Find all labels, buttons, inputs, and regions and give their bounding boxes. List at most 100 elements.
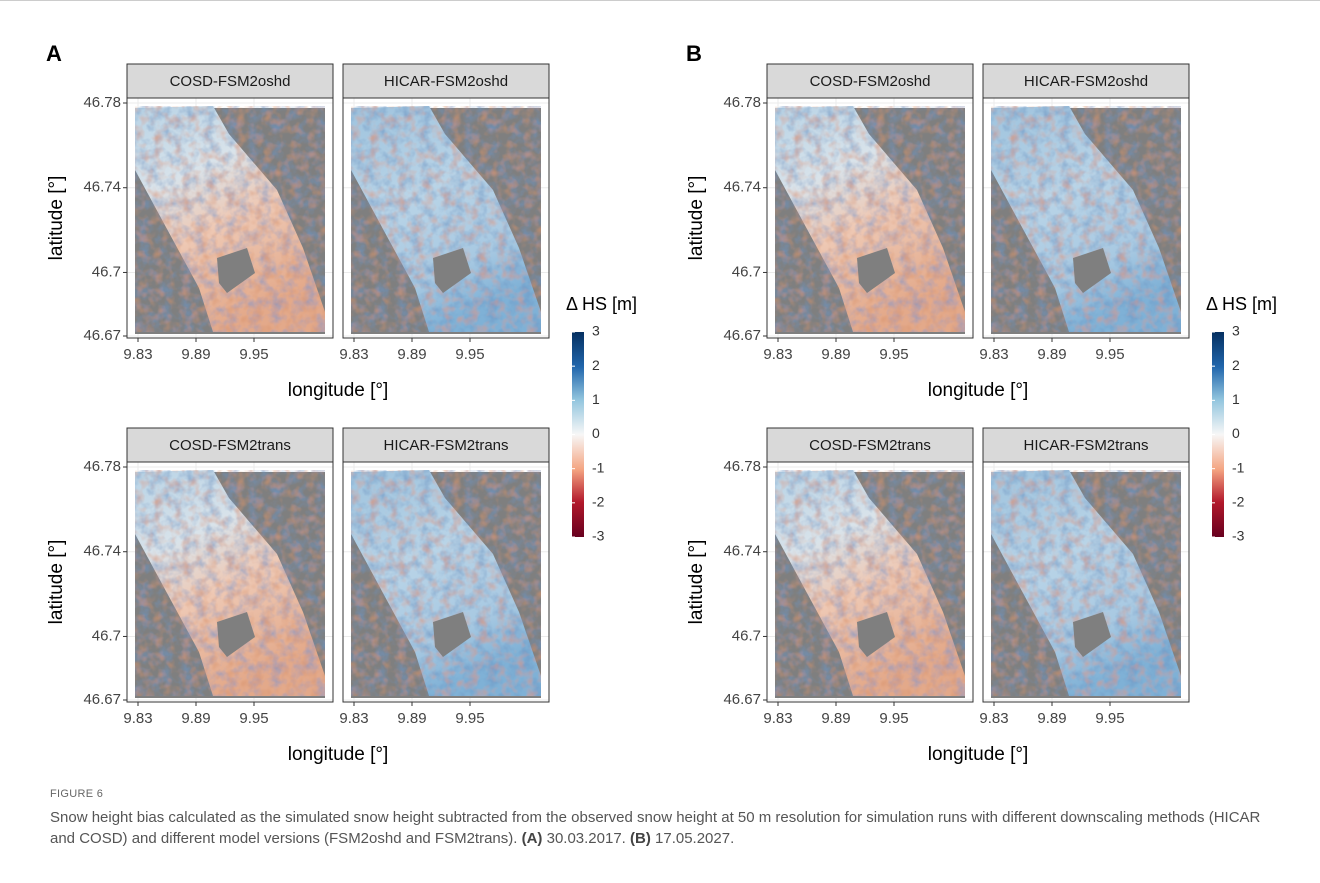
y-axis-title: latitude [°] (686, 176, 707, 261)
x-tick-label: 9.83 (979, 346, 1008, 363)
map-swath (135, 470, 325, 696)
x-tick-label: 9.95 (879, 346, 908, 363)
x-tick-label: 9.89 (821, 710, 850, 727)
facet-title: HICAR-FSM2trans (383, 437, 508, 454)
colorbar (1212, 332, 1224, 537)
gap-area (217, 612, 255, 657)
y-tick-label: 46.78 (83, 458, 121, 475)
snow-bias-raster (135, 106, 325, 332)
facet-title: HICAR-FSM2oshd (384, 73, 508, 90)
legend-tick-label: -1 (1232, 459, 1245, 475)
legend-tick-label: 1 (592, 391, 600, 407)
map-swath (991, 470, 1181, 696)
legend-tick-label: -2 (592, 494, 605, 510)
map-swath (351, 470, 541, 696)
snow-bias-raster (135, 470, 325, 696)
y-tick-label: 46.78 (723, 94, 761, 111)
y-axis-title: latitude [°] (46, 176, 67, 261)
y-tick-label: 46.74 (83, 543, 121, 560)
gap-area (857, 248, 895, 293)
gap-area (217, 248, 255, 293)
panel-border (766, 97, 974, 339)
x-tick-label: 9.83 (763, 346, 792, 363)
legend-tick-label: -1 (592, 459, 605, 475)
gap-area (857, 612, 895, 657)
caption-text: Snow height bias calculated as the simul… (50, 807, 1280, 849)
legend-tick-label: 2 (592, 357, 600, 373)
legend-tick-label: 0 (1232, 425, 1240, 441)
map-swath (775, 470, 965, 696)
gap-area (1073, 248, 1111, 293)
x-tick-label: 9.95 (239, 346, 268, 363)
legend-tick-label: -3 (592, 528, 605, 544)
caption-label: FIGURE 6 (50, 788, 104, 800)
y-tick-label: 46.67 (83, 691, 121, 708)
x-tick-label: 9.89 (1037, 346, 1066, 363)
facet-strip (766, 427, 974, 463)
snow-bias-raster (991, 470, 1181, 696)
map-swath (991, 106, 1181, 332)
facet-strip (342, 427, 550, 463)
legend-tick-label: -3 (1232, 528, 1245, 544)
facet-title: COSD-FSM2oshd (170, 73, 291, 90)
x-tick-label: 9.89 (181, 710, 210, 727)
y-axis-title: latitude [°] (46, 540, 67, 625)
y-tick-label: 46.7 (92, 263, 121, 280)
x-tick-label: 9.83 (339, 346, 368, 363)
x-tick-label: 9.89 (1037, 710, 1066, 727)
panel-label: A (46, 41, 62, 66)
legend-tick-label: 0 (592, 425, 600, 441)
x-tick-label: 9.95 (455, 710, 484, 727)
x-tick-label: 9.89 (397, 346, 426, 363)
y-tick-label: 46.74 (723, 179, 761, 196)
x-tick-label: 9.89 (181, 346, 210, 363)
facet-strip (982, 63, 1190, 99)
x-axis-title: longitude [°] (928, 380, 1029, 401)
y-tick-label: 46.67 (83, 327, 121, 344)
y-tick-label: 46.74 (83, 179, 121, 196)
y-axis-title: latitude [°] (686, 540, 707, 625)
x-axis-title: longitude [°] (288, 380, 389, 401)
x-tick-label: 9.95 (239, 710, 268, 727)
x-tick-label: 9.83 (123, 346, 152, 363)
y-tick-label: 46.7 (92, 627, 121, 644)
gap-area (1073, 612, 1111, 657)
map-swath (135, 106, 325, 332)
x-tick-label: 9.83 (979, 710, 1008, 727)
panel-label: B (686, 41, 702, 66)
x-tick-label: 9.83 (339, 710, 368, 727)
x-axis-title: longitude [°] (288, 744, 389, 765)
facet-title: COSD-FSM2trans (169, 437, 291, 454)
y-tick-label: 46.67 (723, 691, 761, 708)
x-axis-title: longitude [°] (928, 744, 1029, 765)
x-tick-label: 9.83 (763, 710, 792, 727)
snow-bias-raster (351, 106, 541, 332)
legend-tick-label: 1 (1232, 391, 1240, 407)
x-tick-label: 9.95 (1095, 710, 1124, 727)
legend-tick-label: -2 (1232, 494, 1245, 510)
panel-border (766, 461, 974, 703)
snow-bias-raster (775, 470, 965, 696)
panel-border (342, 461, 550, 703)
x-tick-label: 9.89 (821, 346, 850, 363)
map-swath (775, 106, 965, 332)
snow-bias-raster (775, 106, 965, 332)
x-tick-label: 9.95 (455, 346, 484, 363)
facet-strip (126, 427, 334, 463)
facet-strip (766, 63, 974, 99)
panel-border (342, 97, 550, 339)
colorbar (572, 332, 584, 537)
facet-title: COSD-FSM2oshd (810, 73, 931, 90)
snow-bias-raster (991, 106, 1181, 332)
facet-title: HICAR-FSM2trans (1023, 437, 1148, 454)
caption-panel-ref: (A) (521, 830, 543, 847)
facet-strip (982, 427, 1190, 463)
x-tick-label: 9.83 (123, 710, 152, 727)
panel-border (982, 97, 1190, 339)
y-tick-label: 46.78 (83, 94, 121, 111)
legend-title: Δ HS [m] (1206, 294, 1277, 314)
caption-panel-ref: (B) (630, 830, 651, 847)
x-tick-label: 9.95 (1095, 346, 1124, 363)
